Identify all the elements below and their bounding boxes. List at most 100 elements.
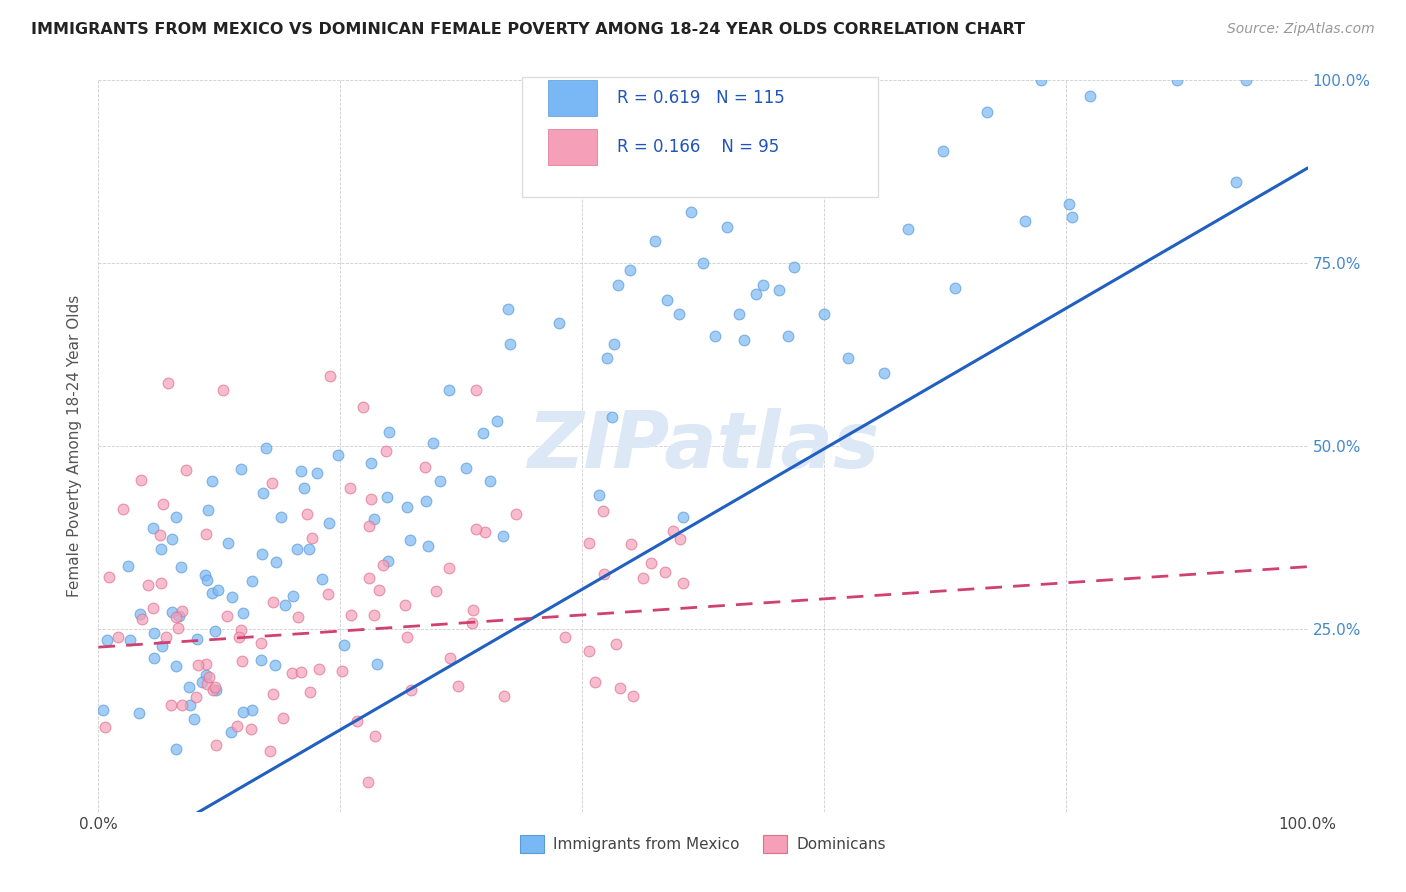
Point xyxy=(583,674,606,689)
Point xyxy=(943,281,966,295)
Point xyxy=(319,369,342,384)
Point xyxy=(1225,175,1247,189)
Point xyxy=(1166,73,1188,87)
Point xyxy=(107,631,129,645)
Point xyxy=(231,655,253,669)
Point xyxy=(654,565,676,579)
Point xyxy=(548,316,571,330)
Point xyxy=(447,679,470,693)
Point xyxy=(249,652,271,666)
Point xyxy=(672,576,695,591)
Point xyxy=(305,466,328,480)
Point xyxy=(474,524,496,539)
Point xyxy=(187,657,209,672)
Point xyxy=(129,473,152,487)
Point xyxy=(194,668,217,682)
FancyBboxPatch shape xyxy=(548,79,596,116)
Point xyxy=(240,703,263,717)
Point xyxy=(782,260,804,275)
Point xyxy=(197,503,219,517)
Point xyxy=(142,521,165,535)
Point xyxy=(733,333,755,347)
Point xyxy=(165,609,187,624)
Point xyxy=(813,307,835,321)
Point xyxy=(155,630,177,644)
Point xyxy=(239,722,262,736)
Point xyxy=(165,510,187,524)
Point xyxy=(499,336,522,351)
Point xyxy=(197,670,219,684)
Point xyxy=(271,711,294,725)
FancyBboxPatch shape xyxy=(548,128,596,165)
Point xyxy=(662,524,685,538)
Point xyxy=(136,578,159,592)
Point xyxy=(117,559,139,574)
Point xyxy=(150,639,173,653)
Y-axis label: Female Poverty Among 18-24 Year Olds: Female Poverty Among 18-24 Year Olds xyxy=(67,295,83,597)
Point xyxy=(640,556,662,570)
Point xyxy=(669,532,692,546)
Point xyxy=(363,512,385,526)
Point xyxy=(330,664,353,678)
Point xyxy=(396,500,419,515)
Point xyxy=(143,651,166,665)
Point xyxy=(219,725,242,739)
Point xyxy=(1060,210,1083,224)
Point xyxy=(603,337,626,351)
Point xyxy=(152,497,174,511)
Point xyxy=(215,608,238,623)
Point xyxy=(204,738,226,752)
Point xyxy=(165,659,187,673)
Point xyxy=(252,486,274,500)
Point xyxy=(94,720,117,734)
Point xyxy=(339,608,361,623)
Point xyxy=(1029,73,1052,87)
Point xyxy=(399,533,422,547)
Point xyxy=(1234,73,1257,87)
Point xyxy=(205,683,228,698)
Point xyxy=(91,703,114,717)
Point xyxy=(498,301,520,316)
Point xyxy=(492,529,515,543)
Point xyxy=(932,144,955,158)
Point xyxy=(202,683,225,698)
Point xyxy=(352,401,374,415)
Text: R = 0.166    N = 95: R = 0.166 N = 95 xyxy=(617,138,779,156)
Point xyxy=(357,519,380,533)
Point xyxy=(360,492,382,507)
Point xyxy=(479,475,502,489)
Point xyxy=(373,558,395,572)
Point xyxy=(308,661,330,675)
Point xyxy=(339,481,361,495)
Point xyxy=(464,522,486,536)
Point xyxy=(179,698,201,713)
Point xyxy=(607,278,630,293)
Point xyxy=(472,426,495,441)
Point xyxy=(692,256,714,270)
Point xyxy=(326,448,349,462)
Point xyxy=(679,205,702,219)
Point xyxy=(96,632,118,647)
Point xyxy=(363,607,385,622)
Point xyxy=(332,638,354,652)
Point xyxy=(292,481,315,495)
Point xyxy=(183,712,205,726)
Point xyxy=(485,414,508,428)
Point xyxy=(837,351,859,366)
Point xyxy=(437,383,460,397)
Point xyxy=(142,601,165,615)
Point xyxy=(360,456,382,470)
Point xyxy=(619,263,641,277)
Point xyxy=(194,657,217,672)
Point xyxy=(159,698,181,713)
Point xyxy=(605,637,627,651)
Point xyxy=(221,590,243,604)
Text: ZIPatlas: ZIPatlas xyxy=(527,408,879,484)
Text: R = 0.619   N = 115: R = 0.619 N = 115 xyxy=(617,89,785,107)
Point xyxy=(201,475,224,489)
Point xyxy=(364,729,387,743)
Point xyxy=(399,682,422,697)
Point xyxy=(318,516,340,530)
Point xyxy=(262,476,284,491)
Point xyxy=(578,644,600,658)
